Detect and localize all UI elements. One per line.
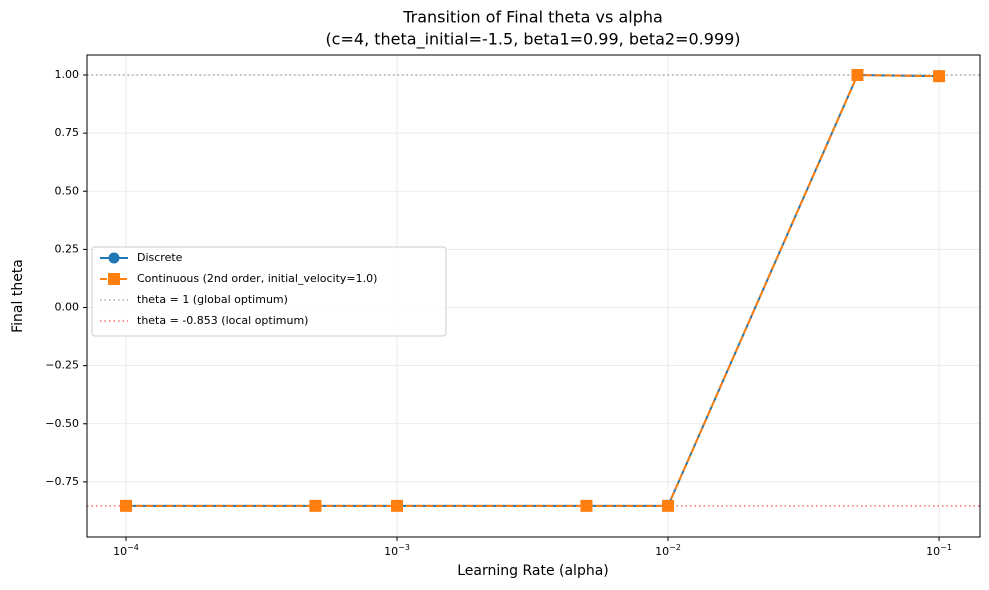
chart-subtitle: (c=4, theta_initial=-1.5, beta1=0.99, be… (325, 30, 740, 50)
data-point (580, 499, 593, 512)
x-tick-label: 10−2 (655, 543, 681, 559)
legend-label: theta = 1 (global optimum) (137, 293, 288, 306)
x-tick-base: 10 (926, 545, 940, 558)
x-tick-label: 10−4 (113, 543, 139, 559)
y-tick-label: 0.75 (55, 126, 80, 139)
plot-frame (86, 54, 981, 538)
x-tick-base: 10 (384, 545, 398, 558)
legend-label: Continuous (2nd order, initial_velocity=… (137, 272, 377, 285)
y-tick-label: 1.00 (55, 68, 80, 81)
x-tick-exponent: −1 (940, 543, 952, 552)
y-tick-label: −0.75 (45, 475, 79, 488)
chart-title: Transition of Final theta vs alpha (402, 8, 663, 27)
data-point (309, 499, 322, 512)
legend-label: theta = -0.853 (local optimum) (137, 314, 308, 327)
x-tick-label: 10−1 (926, 543, 952, 559)
legend-label: Discrete (137, 251, 183, 264)
x-tick-exponent: −2 (669, 543, 681, 552)
data-point (933, 70, 946, 83)
x-tick-label: 10−3 (384, 543, 410, 559)
y-tick-label: −0.25 (45, 359, 79, 372)
y-tick-label: −0.50 (45, 417, 79, 430)
y-axis-label: Final theta (10, 259, 26, 333)
legend: Discrete Continuous (2nd order, initial_v… (91, 246, 447, 337)
x-tick-exponent: −4 (127, 543, 139, 552)
legend-marker (108, 252, 120, 264)
data-point (662, 499, 675, 512)
data-point (119, 499, 132, 512)
x-tick-exponent: −3 (398, 543, 410, 552)
data-point (851, 68, 864, 81)
y-tick-label: 0.25 (55, 242, 80, 255)
legend-box (91, 246, 447, 337)
x-tick-base: 10 (655, 545, 669, 558)
legend-marker (108, 273, 120, 285)
y-tick-label: 0.50 (55, 184, 80, 197)
y-tick-label: 0.00 (55, 301, 80, 314)
data-point (391, 499, 404, 512)
x-axis-label: Learning Rate (alpha) (457, 563, 609, 579)
x-tick-base: 10 (113, 545, 127, 558)
